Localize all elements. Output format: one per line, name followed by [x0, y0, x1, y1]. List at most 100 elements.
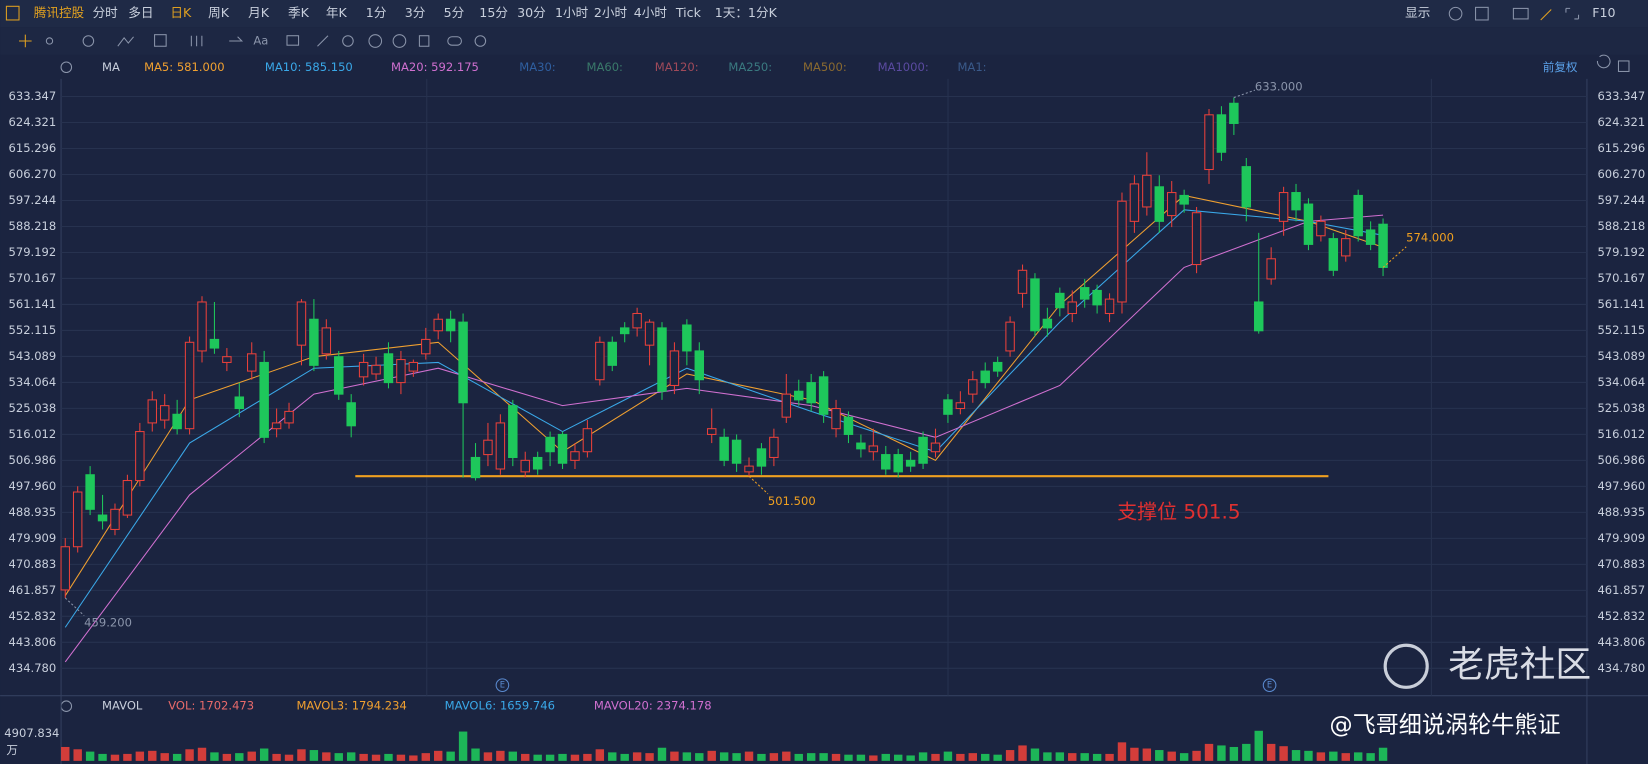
toolbar-item[interactable]: 年K: [326, 5, 348, 20]
candle-body: [682, 324, 692, 352]
volume-bar: [508, 751, 518, 761]
toolbar-item[interactable]: Tick: [675, 5, 702, 20]
y-tick-label: 516.012: [1597, 427, 1645, 441]
candle-body: [731, 439, 742, 464]
candle-body: [1030, 278, 1040, 332]
y-tick-label: 624.321: [1597, 115, 1645, 129]
volume-bar: [1142, 748, 1152, 761]
toolbar-item[interactable]: 1天：1分K: [715, 5, 778, 20]
menu-icon[interactable]: [5, 5, 20, 21]
toolbar-item[interactable]: 1小时: [555, 5, 589, 20]
volume-bar: [496, 750, 505, 761]
candle-body: [1142, 174, 1152, 208]
candle-body: [122, 479, 133, 516]
volume-bar: [297, 749, 306, 761]
y-tick-label: 452.832: [1597, 609, 1645, 623]
toolbar-item[interactable]: 1分: [366, 5, 387, 20]
candle-body: [595, 341, 605, 381]
candle-body: [445, 318, 456, 332]
event-marker[interactable]: [1262, 678, 1277, 693]
legend-entry-inactive: MA250:: [728, 60, 772, 74]
toolbar-item[interactable]: 5分: [444, 5, 465, 20]
volume-bar: [483, 752, 493, 761]
toolbar-item[interactable]: 季K: [288, 5, 310, 20]
candle-body: [769, 436, 779, 458]
legend-entry-inactive: MA120:: [655, 60, 699, 74]
y-tick-label: 543.089: [1597, 349, 1645, 363]
toolbar-item[interactable]: 3分: [405, 5, 426, 20]
toolbar-item[interactable]: 腾讯控股: [34, 5, 85, 20]
candle-body: [346, 402, 356, 427]
event-marker[interactable]: [495, 678, 510, 693]
y-tick-label: 606.270: [1597, 167, 1645, 181]
candle-body: [1104, 298, 1115, 315]
ma-line: [64, 194, 1384, 596]
y-tick-label: 470.883: [1597, 557, 1645, 571]
candle-body: [632, 312, 642, 329]
volume-bar: [446, 751, 455, 761]
candle-body: [893, 454, 903, 473]
toolbar-item[interactable]: 15分: [479, 5, 508, 20]
candle-body: [321, 327, 332, 355]
volume-bar: [657, 747, 667, 761]
candle-body: [992, 361, 1003, 372]
y-tick-label: 525.038: [9, 401, 57, 415]
volume-bar: [359, 753, 368, 761]
candle-body: [433, 318, 443, 332]
candle-body: [222, 356, 232, 363]
volume-bar: [632, 752, 642, 761]
y-tick-label: 516.012: [9, 427, 57, 441]
toolbar-bg: [0, 0, 1648, 28]
candle-body: [744, 465, 754, 473]
volume-bar: [409, 755, 418, 761]
legend-entry-inactive: MA30:: [519, 60, 555, 74]
toolbar-item[interactable]: 4小时: [634, 5, 668, 20]
indicator-label[interactable]: MA: [102, 60, 120, 74]
toolbar-item[interactable]: 多日: [128, 5, 153, 20]
candle-body: [60, 546, 70, 591]
volume-bar: [1229, 746, 1239, 761]
toolbar-item[interactable]: 分时: [93, 5, 119, 20]
event-marker-text[interactable]: E: [1267, 680, 1272, 690]
toolbar-item[interactable]: F10: [1592, 5, 1615, 20]
candle-body: [135, 431, 145, 482]
y-tick-label: 488.935: [9, 505, 57, 519]
volume-bar: [608, 752, 617, 761]
y-tick-label: 434.780: [1597, 661, 1645, 675]
volume-bar: [782, 751, 791, 761]
adjust-label[interactable]: 前复权: [1543, 60, 1578, 74]
volume-bar: [794, 753, 803, 761]
vol-legend-entry: VOL: 1702.473: [168, 699, 254, 713]
volume-bar: [1266, 743, 1276, 761]
candle-body: [72, 491, 83, 548]
candle-body: [818, 376, 829, 415]
legend-entry-inactive: MA1000:: [878, 60, 929, 74]
author: @飞哥细说涡轮牛熊证: [1329, 713, 1560, 739]
toolbar-item[interactable]: 日K: [170, 5, 192, 20]
volume-bar: [110, 754, 120, 761]
y-tick-label: 461.857: [1597, 583, 1645, 597]
candle-body: [1042, 318, 1053, 329]
toolbar-item[interactable]: 月K: [248, 5, 270, 20]
toolbar-item[interactable]: 显示: [1405, 5, 1430, 20]
candle-body: [396, 359, 406, 384]
toolbar-item[interactable]: 2小时: [594, 5, 628, 20]
tool-text[interactable]: Aa: [253, 33, 268, 47]
toolbar-item[interactable]: 30分: [517, 5, 546, 20]
candle-body: [309, 318, 319, 366]
y-tick-label: 525.038: [1597, 401, 1645, 415]
volume-bar: [533, 754, 542, 761]
volume-bar: [160, 753, 169, 761]
candle-body: [1254, 301, 1264, 332]
candle-body: [756, 448, 767, 467]
legend-entry: MA10: 585.150: [265, 60, 353, 74]
event-marker-text[interactable]: E: [500, 680, 505, 690]
candle-body: [1017, 269, 1028, 294]
vol-indicator-label[interactable]: MAVOL: [102, 699, 143, 713]
volume-bar: [595, 749, 605, 761]
y-tick-label: 570.167: [9, 271, 57, 285]
candle-body: [1353, 194, 1363, 237]
toolbar-item[interactable]: 周K: [208, 5, 230, 20]
candle-body: [1291, 192, 1301, 211]
